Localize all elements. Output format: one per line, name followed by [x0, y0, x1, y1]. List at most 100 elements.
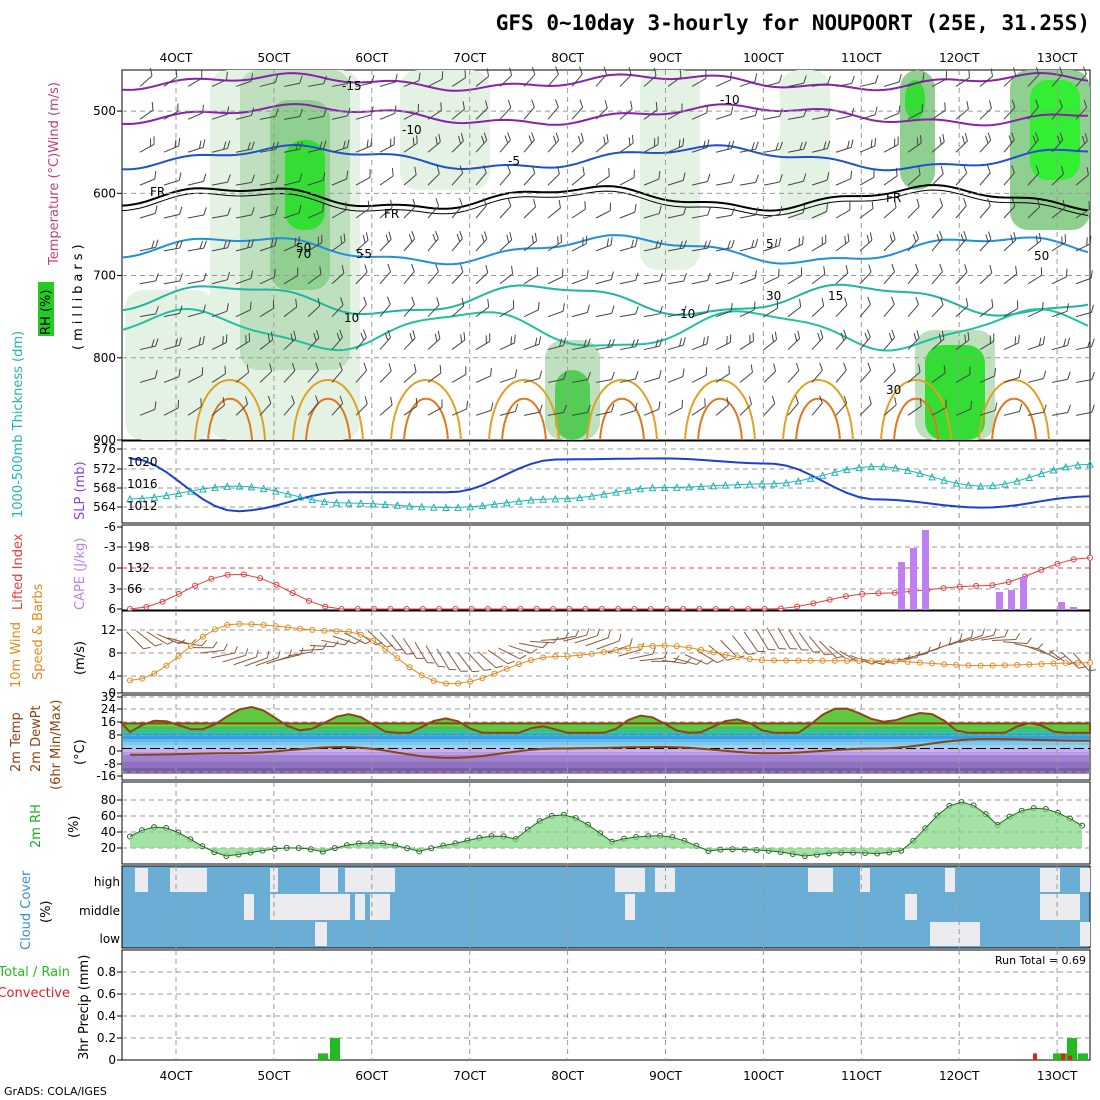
rh-line — [129, 801, 1083, 857]
wind-barb — [547, 132, 560, 153]
wind-barb — [403, 363, 417, 383]
slp-frame — [121, 440, 1091, 524]
cloud-cell — [1080, 922, 1090, 946]
wind-barb — [907, 263, 919, 285]
contour-20 — [390, 379, 462, 441]
surface-barb-shaft — [414, 641, 428, 663]
barb-flag — [703, 241, 707, 249]
wind-barb — [1027, 301, 1044, 318]
contour-label: 10 — [680, 307, 695, 321]
barb-shaft — [211, 310, 228, 318]
barb-flag — [844, 297, 848, 306]
barb-flag — [730, 271, 734, 280]
wind-barb — [835, 395, 848, 416]
wind-barb — [403, 103, 420, 120]
wind-barb — [1051, 66, 1063, 87]
barb-flag — [341, 265, 345, 274]
barb-flag — [607, 339, 611, 348]
wind-barb — [427, 263, 439, 285]
surface-barb-flag — [674, 655, 680, 662]
barb-flag — [851, 75, 855, 84]
barb-shaft — [979, 172, 991, 186]
wind-barb — [187, 240, 207, 252]
wind-barb — [595, 168, 610, 186]
barb-shaft — [1003, 342, 1019, 351]
surface-barb — [981, 629, 1009, 641]
y-tick-label: 1020 — [127, 455, 158, 469]
wind-barb — [979, 264, 993, 285]
surface-barb — [1060, 651, 1086, 669]
barb-flag — [916, 137, 919, 146]
wind-barb — [475, 402, 494, 416]
wind-barb — [643, 369, 662, 383]
barb-flag — [707, 272, 711, 281]
rh-patch — [285, 140, 325, 230]
barb-flag — [827, 140, 831, 149]
surface-barb — [574, 628, 600, 644]
barb-flag — [319, 141, 323, 150]
barb-shaft — [331, 178, 347, 186]
barb-flag — [1008, 135, 1013, 144]
wind-barb — [1027, 336, 1046, 351]
barb-shaft — [1051, 207, 1065, 219]
wind-barb — [571, 371, 591, 383]
precip-bars — [318, 1038, 1088, 1060]
wind-barb — [307, 108, 327, 120]
surface-barb-flag — [495, 665, 504, 669]
barb-shaft — [355, 370, 367, 383]
barb-flag — [823, 266, 826, 275]
barb-shaft — [499, 410, 516, 416]
barb-flag — [275, 141, 279, 150]
barb-shaft — [211, 181, 228, 186]
barb-flag — [898, 105, 901, 114]
wind-barb — [187, 70, 203, 87]
barb-flag — [1035, 165, 1040, 174]
wind-barb — [715, 271, 734, 285]
wind-barb — [451, 69, 466, 87]
surface-barb — [222, 648, 249, 663]
wind-barb — [859, 396, 872, 416]
barb-flag — [609, 202, 612, 211]
wind-barb — [931, 198, 944, 219]
barb-flag — [416, 135, 418, 144]
wind-barb — [1003, 369, 1022, 383]
barb-flag — [628, 137, 631, 146]
barb-flag — [965, 297, 969, 307]
wind-barb — [787, 204, 806, 219]
wind-barb — [739, 141, 759, 153]
wind-barb — [619, 238, 638, 252]
surface-barb-flag — [948, 637, 952, 645]
surface-barb-shaft — [309, 644, 335, 648]
barb-flag — [462, 101, 465, 110]
barb-shaft — [427, 205, 439, 219]
barb-flag — [155, 239, 159, 248]
barb-shaft — [595, 74, 607, 87]
wind-barb — [1027, 232, 1042, 252]
precip-total-bar — [318, 1053, 328, 1060]
barb-shaft — [187, 311, 204, 318]
wind-barb — [355, 138, 373, 153]
wind-barb — [211, 397, 225, 416]
barb-flag — [528, 135, 533, 144]
wind-barb — [331, 170, 349, 186]
barb-flag — [577, 135, 581, 144]
barb-flag — [459, 198, 463, 206]
barb-shaft — [211, 342, 227, 351]
barb-shaft — [331, 304, 344, 318]
barb-shaft — [571, 174, 585, 186]
surface-barb-shaft — [732, 635, 748, 655]
barb-flag — [895, 167, 898, 176]
barb-shaft — [595, 312, 612, 318]
surface-barb — [519, 642, 549, 649]
surface-barb — [332, 635, 362, 645]
wind-barb — [427, 102, 442, 120]
x-tick-label: 5OCT — [258, 51, 291, 65]
barb-shaft — [859, 176, 875, 186]
barb-shaft — [571, 140, 584, 153]
surface-barb-flag — [970, 630, 974, 638]
barb-flag — [317, 297, 321, 306]
barb-flag — [179, 206, 183, 215]
barb-shaft — [787, 338, 800, 350]
barb-flag — [275, 174, 279, 183]
